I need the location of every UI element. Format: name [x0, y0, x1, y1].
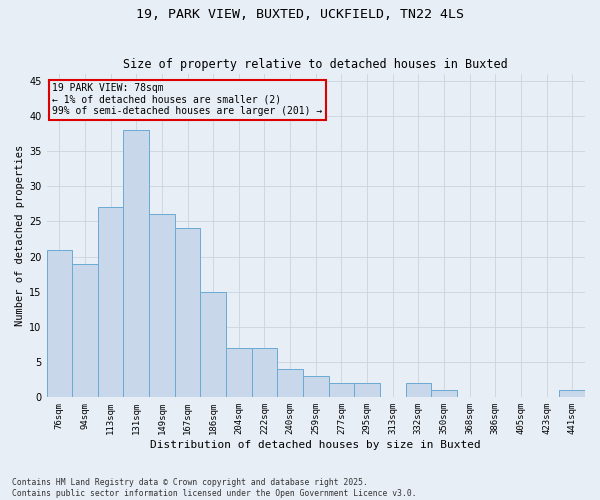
Bar — [226, 348, 251, 398]
Text: Contains HM Land Registry data © Crown copyright and database right 2025.
Contai: Contains HM Land Registry data © Crown c… — [12, 478, 416, 498]
Text: 19, PARK VIEW, BUXTED, UCKFIELD, TN22 4LS: 19, PARK VIEW, BUXTED, UCKFIELD, TN22 4L… — [136, 8, 464, 20]
Bar — [431, 390, 457, 398]
X-axis label: Distribution of detached houses by size in Buxted: Distribution of detached houses by size … — [151, 440, 481, 450]
Bar — [98, 208, 124, 398]
Bar — [149, 214, 175, 398]
Bar — [175, 228, 200, 398]
Bar — [354, 384, 380, 398]
Bar — [303, 376, 329, 398]
Bar — [72, 264, 98, 398]
Bar — [559, 390, 585, 398]
Bar — [47, 250, 72, 398]
Bar — [200, 292, 226, 398]
Bar — [329, 384, 354, 398]
Bar — [124, 130, 149, 398]
Bar — [277, 369, 303, 398]
Title: Size of property relative to detached houses in Buxted: Size of property relative to detached ho… — [124, 58, 508, 71]
Y-axis label: Number of detached properties: Number of detached properties — [15, 145, 25, 326]
Bar — [406, 384, 431, 398]
Bar — [251, 348, 277, 398]
Text: 19 PARK VIEW: 78sqm
← 1% of detached houses are smaller (2)
99% of semi-detached: 19 PARK VIEW: 78sqm ← 1% of detached hou… — [52, 84, 322, 116]
